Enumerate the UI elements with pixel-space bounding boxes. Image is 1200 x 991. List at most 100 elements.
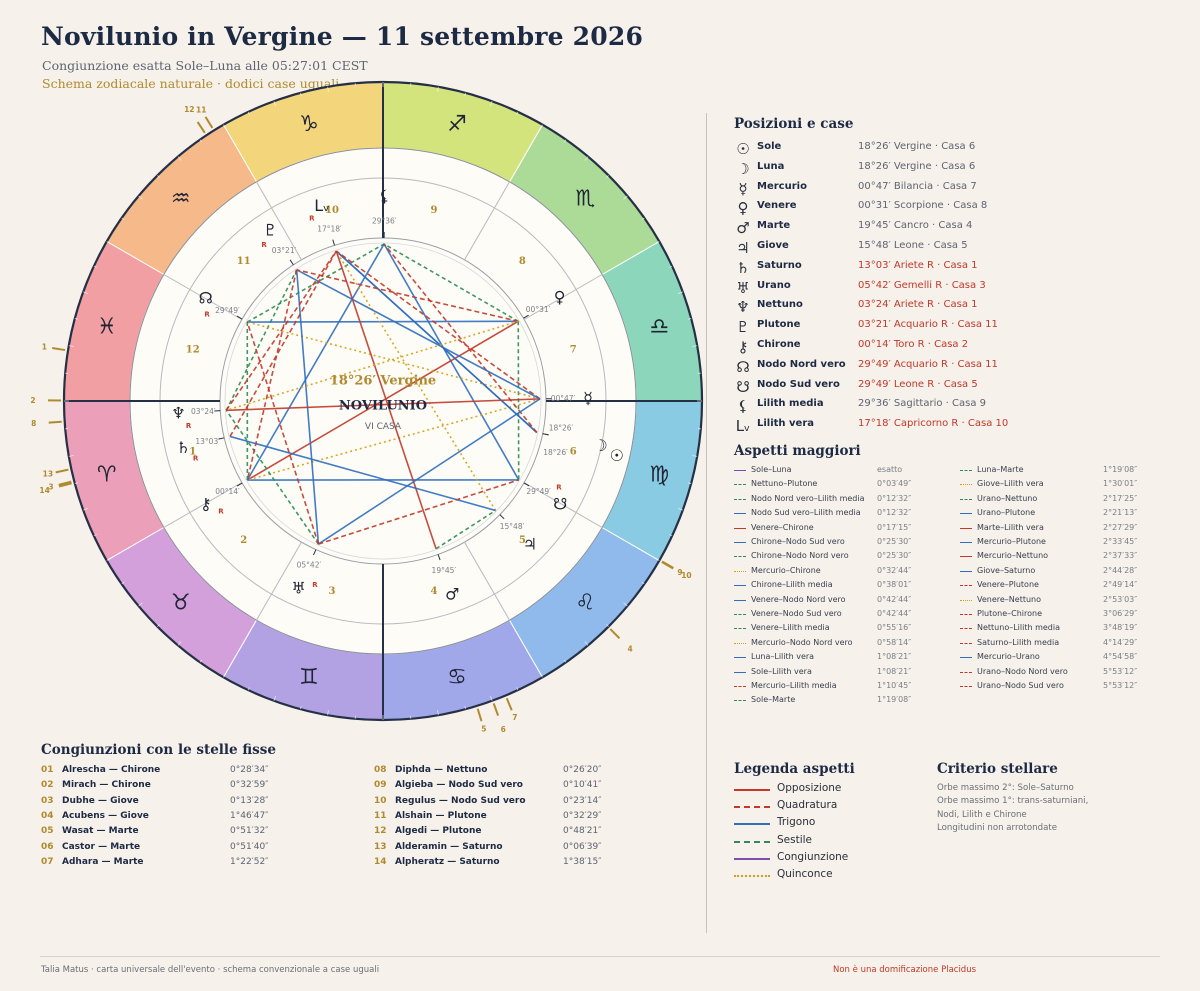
- star-row: 14 Alpheratz — Saturno 1°38′15″: [374, 857, 634, 872]
- star-name: Diphda — Nettuno: [395, 765, 488, 775]
- planet-degree-label: 03°21′: [272, 246, 297, 255]
- south-node-icon: ☋: [736, 377, 750, 396]
- uranus-icon: ♅: [736, 278, 750, 297]
- aspect-orb: 2°37′33″: [1103, 551, 1138, 561]
- aspect-line: [318, 479, 519, 545]
- aspect-orb: 0°12′32″: [877, 493, 912, 503]
- aspect-name: Urano–Nettuno: [977, 493, 1038, 503]
- aspect-line: [383, 243, 520, 481]
- planet-degree-label: 18°26′: [543, 448, 568, 457]
- aspect-line-swatch: [960, 628, 972, 630]
- page-title: Novilunio in Vergine — 11 settembre 2026: [41, 22, 644, 51]
- house-cusp-line: [163, 274, 243, 320]
- neptune-icon: ♆: [171, 404, 185, 423]
- center-house-label: VI CASA: [365, 422, 402, 432]
- aspect-row: Sole–Marte 1°19′08″: [734, 694, 959, 708]
- position-name: Nodo Sud vero: [757, 378, 840, 390]
- position-row: ♃ Giove 15°48′ Leone · Casa 5: [734, 239, 1174, 260]
- star-number: 12: [374, 826, 387, 837]
- star-orb: 0°26′20″: [563, 765, 602, 775]
- lilith-true-icon: Lᵥ: [314, 196, 330, 215]
- legend-label: Opposizione: [777, 782, 842, 794]
- fixed-star-marker: [609, 628, 621, 639]
- legend-title: Legenda aspetti: [734, 761, 855, 777]
- fixed-star-number: 6: [501, 725, 506, 734]
- legend-label: Congiunzione: [777, 850, 849, 863]
- fixed-star-marker: [661, 560, 674, 569]
- position-row: Lᵥ Lilith vera 17°18′ Capricorno R · Casa …: [734, 417, 1174, 438]
- degree-tick: [300, 706, 302, 710]
- degree-tick: [68, 345, 74, 347]
- aspect-line: [229, 435, 496, 512]
- fixed-star-number: 8: [31, 419, 36, 428]
- fixed-star-marker: [58, 480, 72, 486]
- star-row: 01 Alrescha — Chirone 0°28′34″: [41, 765, 301, 780]
- aspect-row: Venere–Nettuno 2°53′03″: [960, 594, 1185, 608]
- criteria-title: Criterio stellare: [937, 761, 1058, 777]
- aspect-line: [226, 320, 519, 412]
- aspect-name: Giove–Lilith vera: [977, 479, 1044, 489]
- degree-tick: [273, 101, 276, 107]
- degree-tick: [692, 345, 698, 347]
- degree-tick: [539, 672, 543, 678]
- retrograde-marker: R: [309, 214, 315, 222]
- aspect-name: Venere–Chirone: [751, 522, 814, 532]
- planet-degree-label: 19°45′: [432, 566, 457, 575]
- degree-tick: [106, 241, 112, 245]
- degree-tick: [157, 624, 160, 627]
- degree-tick: [199, 139, 203, 143]
- legend-item: Quadratura: [734, 799, 914, 816]
- star-row: 09 Algieba — Nodo Sud vero 0°10′41″: [374, 780, 634, 795]
- aspect-name: Venere–Nettuno: [977, 594, 1042, 604]
- degree-tick: [623, 602, 628, 607]
- legend-swatch: [734, 823, 770, 826]
- pisces-icon: ♓: [97, 314, 117, 339]
- star-number: 11: [374, 810, 387, 821]
- planet-degree-label: 29°49′: [215, 306, 240, 315]
- legend-label: Quadratura: [777, 799, 838, 812]
- degree-tick: [464, 92, 466, 96]
- degree-tick: [490, 695, 493, 701]
- house-number: 8: [519, 256, 526, 267]
- aspect-orb: 2°33′45″: [1103, 537, 1138, 546]
- planet-degree-label: 29°36′: [372, 217, 397, 226]
- star-name: Algieba — Nodo Sud vero: [395, 780, 523, 791]
- star-row: 12 Algedi — Plutone 0°48′21″: [374, 826, 634, 841]
- mars-icon: ♂: [445, 584, 459, 603]
- planet-degree-label: 00°47′: [551, 394, 576, 403]
- star-number: 09: [374, 780, 387, 791]
- degree-tick: [677, 508, 683, 511]
- jupiter-icon: ♃: [523, 534, 537, 553]
- aspect-row: Urano–Nettuno 2°17′25″: [960, 493, 1185, 507]
- star-name: Alpheratz — Saturno: [395, 856, 500, 867]
- legend-swatch: [734, 875, 770, 877]
- aspect-line: [335, 250, 538, 434]
- house-cusp-line: [256, 541, 302, 621]
- star-number: 06: [41, 841, 54, 852]
- degree-tick: [677, 291, 683, 294]
- aspect-row: Chirone–Nodo Nord vero 0°25′30″: [734, 550, 959, 564]
- aspect-orb: 0°32′44″: [877, 565, 912, 575]
- aspect-row: Venere–Plutone 2°49′14″: [960, 579, 1185, 593]
- degree-tick: [247, 111, 250, 115]
- position-name: Chirone: [757, 339, 801, 350]
- aspect-name: Saturno–Lilith media: [977, 637, 1060, 647]
- aspect-orb: 0°55′16″: [877, 623, 912, 633]
- position-value: 13°03′ Ariete R · Casa 1: [858, 259, 978, 271]
- star-number: 07: [41, 856, 54, 867]
- south-node-icon: ☋: [553, 495, 567, 514]
- column-divider: [706, 113, 707, 933]
- aspect-name: Sole–Marte: [751, 695, 796, 705]
- wheel-aspect-inner-ring: [224, 242, 542, 560]
- fixed-star-marker: [52, 347, 66, 352]
- aspect-line-swatch: [960, 470, 972, 471]
- degree-tick: [247, 687, 250, 691]
- position-row: ☋ Nodo Sud vero 29°49′ Leone R · Casa 5: [734, 377, 1174, 399]
- aspect-row: Luna–Marte 1°19′08″: [960, 464, 1185, 478]
- chart-scheme-note: Schema zodiacale naturale · dodici case …: [42, 76, 340, 91]
- aspect-orb: 0°17′15″: [877, 522, 912, 532]
- degree-tick: [654, 557, 660, 561]
- star-number: 01: [41, 765, 54, 775]
- moon-icon: ☽: [593, 436, 607, 455]
- degree-tick: [437, 710, 439, 716]
